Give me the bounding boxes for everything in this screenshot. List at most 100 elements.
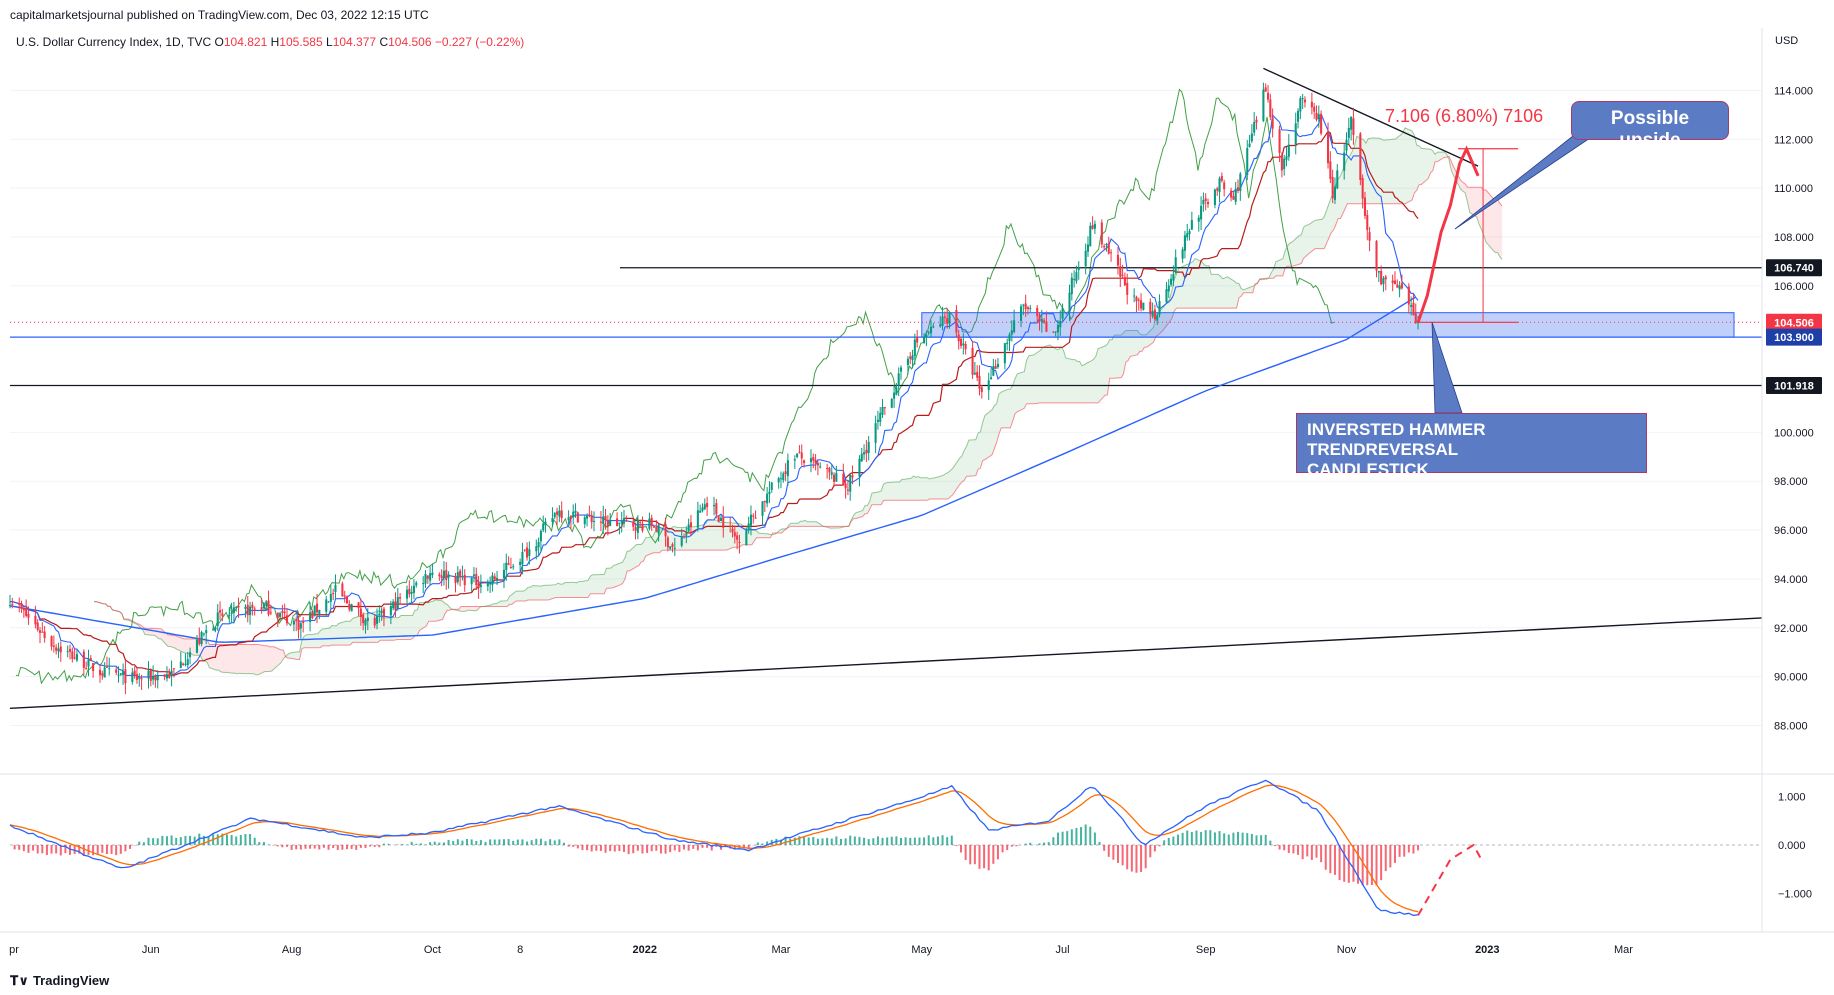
candle [262,602,265,612]
candle-body [669,546,672,549]
cloud-segment [1222,277,1226,309]
candle [168,668,171,679]
candle [422,576,425,594]
candle [1315,105,1318,122]
cloud-segment [1077,361,1080,403]
cloud-segment [463,606,466,612]
cloud-segment [1058,346,1062,403]
candle [828,466,831,480]
candle [442,561,445,586]
candle [156,670,159,689]
histogram-bar [692,845,695,849]
candle [297,615,300,639]
candle [1202,192,1205,212]
candle-body [380,610,383,614]
candle-body [1301,98,1304,100]
candle [1133,288,1136,303]
symbol-name: U.S. Dollar Currency Index, 1D, TVC [16,35,212,49]
candle [1043,317,1046,324]
cloud-segment [705,519,709,551]
candle-body [927,332,930,334]
cloud-segment [525,587,528,602]
cloud-segment [220,644,224,673]
histogram-bar [696,845,699,851]
histogram-bar [1195,830,1198,845]
histogram-bar [78,845,81,854]
cloud-segment [1095,348,1099,403]
cloud-segment [1243,286,1251,293]
time-tick-label: Nov [1337,944,1357,956]
candle-body [399,597,402,599]
candle-body [350,604,353,612]
candle-body [717,516,720,522]
candle-body [666,537,669,548]
cloud-segment [1347,156,1350,204]
cloud-segment [1236,283,1239,309]
candle [165,666,169,682]
cloud-segment [934,477,937,500]
candle-body [689,522,692,528]
histogram-bar [419,843,422,845]
candle [1280,152,1283,178]
candle [357,601,360,617]
histogram-bar [244,834,247,845]
cloud-segment [1206,265,1209,309]
candle [636,515,639,540]
candle-body [165,674,169,679]
histogram-bar [581,845,584,851]
cloud-segment [913,475,916,501]
histogram-bar [170,835,173,845]
candle-body [440,575,443,578]
cloud-segment [1238,283,1242,299]
histogram-bar [876,836,879,845]
candle [131,667,134,685]
histogram-bar [1001,845,1004,853]
candle-body [299,623,302,629]
candle-body [897,373,900,386]
candle-body [366,617,369,622]
histogram-bar [253,837,256,845]
candle-body [906,358,909,366]
candle [1089,222,1092,247]
cloud-segment [271,646,275,671]
candle-body [1410,305,1413,307]
cloud-segment [269,646,272,672]
histogram-bar [710,845,713,851]
histogram-bar [623,845,626,852]
candle-body [461,575,464,578]
histogram-bar [812,837,815,845]
candle [1036,304,1039,324]
cloud-segment [652,532,655,553]
candle-body [66,651,69,653]
candle-body [1105,244,1108,246]
candle-body [89,658,92,661]
candle [1213,188,1216,209]
candle-body [357,602,360,609]
candle [198,627,201,646]
cloud-segment [1114,335,1122,379]
histogram-bar [1398,845,1401,857]
histogram-bar [493,839,496,845]
histogram-bar [609,845,612,852]
cloud-segment [1174,273,1177,312]
histogram-bar [129,845,132,849]
candle-body [445,570,448,580]
candle [1026,305,1029,315]
histogram-bar [92,845,95,856]
candle [1206,198,1210,208]
candle [1091,216,1094,230]
price-tick-label: 92.000 [1774,623,1808,635]
cloud-segment [1061,346,1064,403]
candle [893,384,896,408]
histogram-bar [646,845,649,853]
candle [1200,196,1203,231]
candle [1093,220,1096,234]
candle-body [1172,273,1175,281]
tradingview-brand[interactable]: 𝐓∨ TradingView [10,973,109,989]
candle-body [382,608,385,617]
candle [445,562,448,590]
cloud-segment [929,478,932,500]
histogram-bar [659,845,662,854]
cloud-segment [1340,158,1348,219]
